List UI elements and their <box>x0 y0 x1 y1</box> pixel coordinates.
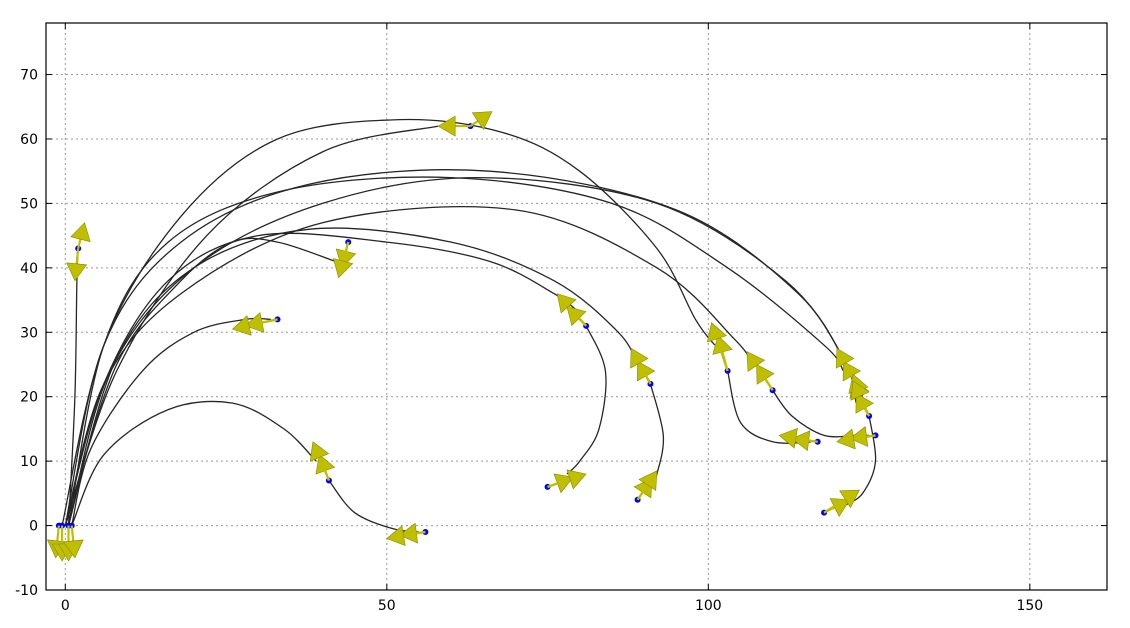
grid-lines <box>46 23 1107 591</box>
arrow-head <box>836 428 856 450</box>
arrow-shaft <box>547 478 571 488</box>
arrow-shaft <box>318 457 330 481</box>
arrow-head <box>556 293 577 314</box>
trajectory-curve <box>61 118 716 526</box>
trajectory-curve <box>67 176 857 526</box>
x-tick-label: 0 <box>61 598 70 614</box>
arrow-shaft <box>56 525 60 541</box>
x-tick-label: 50 <box>378 598 396 614</box>
arrow-shaft <box>341 241 350 262</box>
trajectory-curve <box>566 325 607 475</box>
plot-frame <box>45 22 1108 591</box>
arrow-head <box>566 469 587 490</box>
arrow-head <box>850 380 870 401</box>
y-tick-label: 40 <box>20 261 38 277</box>
arrow-shaft <box>715 338 729 372</box>
arrow-head <box>778 427 798 449</box>
arrow-head <box>70 222 91 243</box>
arrow-head <box>835 347 855 369</box>
x-tick-label: 100 <box>695 598 722 614</box>
y-tick-label: 50 <box>20 196 38 212</box>
trajectory-curve <box>64 237 336 526</box>
arrow-head <box>437 115 456 137</box>
arrow-shaft <box>853 434 876 441</box>
arrow-head <box>706 322 727 343</box>
y-tick-label: 60 <box>20 132 38 148</box>
arrow-head <box>746 351 766 372</box>
arrow-head <box>630 347 649 369</box>
arrow-shaft <box>75 248 80 264</box>
arrow-shaft <box>795 437 818 443</box>
arrow-head <box>386 525 406 546</box>
axis-ticks: 0 50 100 150 -10 0 10 20 30 40 50 60 70 <box>15 23 1107 614</box>
x-tick-label: 150 <box>1016 598 1043 614</box>
arrow-head <box>471 111 493 131</box>
trajectory-curve <box>67 176 844 526</box>
arrow-shaft <box>823 498 846 514</box>
arrow-shaft <box>70 525 75 541</box>
arrow-shaft <box>77 238 82 249</box>
y-tick-label: -10 <box>15 583 38 599</box>
arrow-shaft <box>403 530 426 537</box>
arrow-head <box>231 315 252 336</box>
y-tick-label: 30 <box>20 325 38 341</box>
direction-arrows <box>46 111 876 562</box>
arrow-shaft <box>567 305 587 327</box>
arrow-shaft <box>469 120 479 128</box>
arrow-shaft <box>755 365 774 391</box>
y-tick-label: 70 <box>20 68 38 84</box>
arrow-head <box>66 262 88 282</box>
arrow-head <box>829 498 851 518</box>
y-tick-label: 10 <box>20 454 38 470</box>
arrow-head <box>309 441 330 462</box>
trajectory-curve <box>64 125 439 526</box>
arrow-head <box>62 539 84 559</box>
arrow-head <box>638 470 658 492</box>
y-tick-label: 0 <box>29 519 38 535</box>
arrow-shaft <box>248 318 278 327</box>
trajectory-curve <box>71 400 317 526</box>
arrow-shaft <box>859 395 871 417</box>
arrow-shaft <box>638 362 652 385</box>
arrow-head <box>839 489 860 509</box>
y-tick-label: 20 <box>20 390 38 406</box>
arrow-shaft <box>636 484 649 501</box>
trajectory-curves <box>61 118 877 533</box>
arrow-head <box>332 258 354 279</box>
